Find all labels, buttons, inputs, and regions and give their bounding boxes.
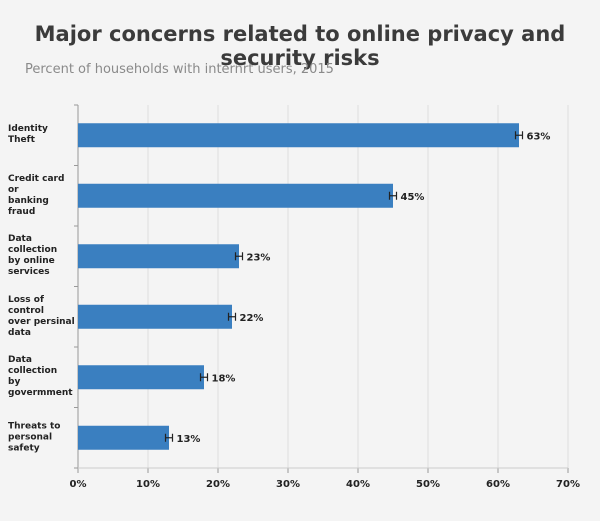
data-label: 63% [527,131,551,142]
x-tick-label: 40% [346,479,370,490]
chart-title: Major concerns related to online privacy… [34,22,566,70]
y-tick-label: Threats to personal safety [8,421,61,454]
data-label: 45% [401,192,425,203]
x-tick-label: 70% [556,479,580,490]
x-tick-label: 50% [416,479,440,490]
x-tick-label: 60% [486,479,510,490]
y-tick-label: Credit card or banking fraud [8,173,65,217]
bar [78,304,232,329]
error-bar [234,252,244,261]
x-tick-label: 30% [276,479,300,490]
data-label: 13% [177,434,201,445]
y-tick-label: Loss of control over persinal data [8,294,75,338]
y-tick-label: Data collection by govermment [8,355,73,399]
bar [78,183,393,208]
y-tick-label: Identity Theft [8,124,48,146]
bar [78,425,169,450]
data-label: 22% [240,313,264,324]
data-label: 18% [212,373,236,384]
chart-subtitle: Percent of households with internrt user… [25,62,334,77]
error-bar [227,312,237,321]
x-tick-label: 20% [206,479,230,490]
error-bar [164,433,174,442]
bar [78,365,204,390]
x-tick-label: 0% [70,479,87,490]
bar [78,244,239,269]
bar [78,123,519,148]
error-bar [514,131,524,140]
error-bar [199,373,209,382]
x-tick-label: 10% [136,479,160,490]
data-label: 23% [247,252,271,263]
y-tick-label: Data collection by online services [8,234,58,278]
error-bar [388,191,398,200]
